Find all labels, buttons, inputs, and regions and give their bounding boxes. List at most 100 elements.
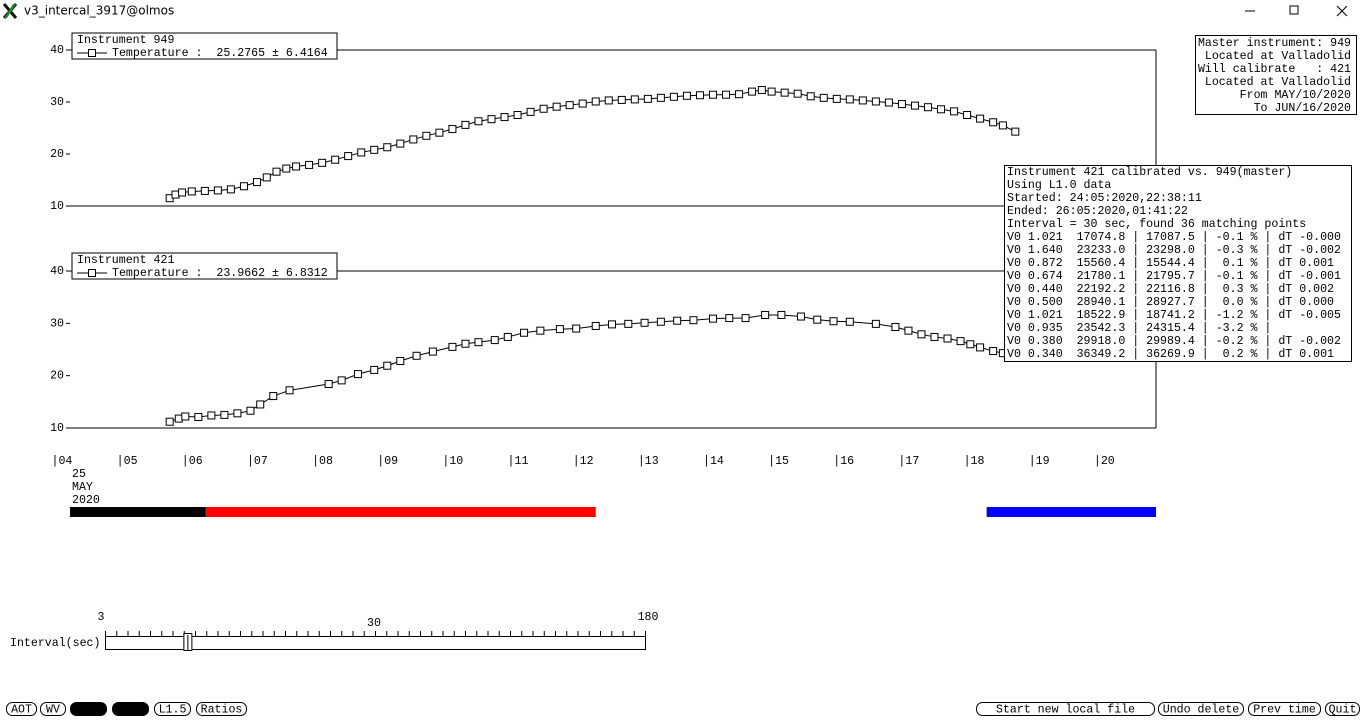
data-point [448, 342, 457, 351]
data-point [213, 186, 222, 195]
data-point [930, 332, 939, 341]
button-frame[interactable] [40, 702, 66, 716]
calibration-report: Instrument 421 calibrated vs. 949(master… [1004, 165, 1352, 362]
button-frame[interactable] [154, 702, 191, 716]
toggle-button[interactable]: Ratios [196, 702, 247, 717]
report-line: Using L1.0 data [1007, 179, 1111, 192]
report-line: V0 0.340 36349.2 | 36269.9 | 0.2 % | dT … [1007, 348, 1334, 361]
master-info-line: To JUN/16/2020 [1254, 102, 1351, 115]
data-point [461, 339, 470, 348]
data-point [819, 93, 828, 102]
button-label[interactable]: Start new local file [996, 704, 1135, 717]
x-tick-label: |12 [573, 455, 594, 468]
report-line: V0 0.872 15560.4 | 15544.4 | 0.1 % | dT … [1007, 257, 1334, 270]
button-frame[interactable] [112, 702, 149, 716]
button-frame[interactable] [6, 702, 37, 716]
x-tick-label: |14 [703, 455, 724, 468]
data-point [956, 337, 965, 346]
button-label[interactable]: Undo delete [1163, 704, 1240, 717]
action-button[interactable]: Undo delete [1158, 702, 1244, 717]
data-point [555, 325, 564, 334]
data-point [976, 343, 985, 352]
maximize-button[interactable] [1289, 5, 1299, 15]
button-frame[interactable] [1248, 702, 1321, 716]
toggle-button[interactable]: AOT [6, 702, 37, 717]
date-label: 2020 [72, 494, 100, 507]
slider-track[interactable] [105, 636, 646, 650]
y-tick-label: 10 [50, 200, 64, 213]
data-point [793, 89, 802, 98]
data-point [337, 376, 346, 385]
button-frame[interactable] [70, 702, 107, 716]
report-line: Ended: 26:05:2020,01:41:22 [1007, 205, 1188, 218]
report-line: V0 0.935 23542.3 | 24315.4 | -3.2 % | [1007, 322, 1271, 335]
data-point [474, 117, 483, 126]
data-point [858, 96, 867, 105]
button-label[interactable]: Quit [1329, 704, 1357, 717]
app-icon-accent [4, 4, 16, 18]
x-tick-label: |18 [964, 455, 985, 468]
data-point [412, 351, 421, 360]
toggle-button[interactable]: L1.0 [112, 702, 149, 717]
x-tick-label: |04 [52, 455, 73, 468]
x-tick-label: |10 [442, 455, 463, 468]
data-point [207, 411, 216, 420]
data-point [845, 95, 854, 104]
data-point [591, 97, 600, 106]
data-point [565, 101, 574, 110]
data-point [165, 417, 174, 426]
action-button[interactable]: Start new local file [976, 702, 1155, 717]
x-tick-label: |20 [1094, 455, 1115, 468]
button-frame[interactable] [1158, 702, 1244, 716]
data-point [989, 118, 998, 127]
x-tick-label: |17 [898, 455, 919, 468]
toggle-button[interactable]: L1.5 [154, 702, 191, 717]
interval-slider: Interval(sec) 3 30 180 [10, 611, 658, 651]
button-label[interactable]: L1.0 [117, 704, 145, 717]
master-info-line: Located at Valladolid [1205, 76, 1351, 89]
data-point [282, 164, 291, 173]
data-point [428, 347, 437, 356]
data-point [741, 314, 750, 323]
action-button[interactable]: Quit [1325, 702, 1360, 717]
data-point [370, 145, 379, 154]
slider-tick-label: 30 [367, 617, 381, 630]
chart-title: Instrument 949 [77, 34, 174, 47]
action-button[interactable]: Prev time [1248, 702, 1321, 717]
data-point [178, 188, 187, 197]
button-label[interactable]: Prev time [1253, 704, 1316, 717]
title-bar: v3_intercal_3917@olmos [2, 3, 1348, 19]
button-label[interactable]: Temp [75, 704, 103, 717]
button-frame[interactable] [196, 702, 247, 716]
data-point [200, 186, 209, 195]
button-label[interactable]: WV [46, 704, 60, 717]
button-label[interactable]: AOT [11, 704, 32, 717]
button-frame[interactable] [976, 702, 1155, 716]
legend-label: Temperature : 23.9662 ± 6.8312 [112, 267, 328, 280]
x-tick-label: |06 [182, 455, 203, 468]
data-point [966, 340, 975, 349]
button-label[interactable]: Ratios [201, 704, 243, 717]
y-tick-label: 30 [50, 96, 64, 109]
data-point [943, 334, 952, 343]
data-point [396, 357, 405, 366]
time-range-bar [205, 507, 596, 517]
data-point [884, 98, 893, 107]
legend-marker [88, 269, 96, 277]
toggle-button[interactable]: Temp [70, 702, 107, 717]
data-point [767, 87, 776, 96]
data-point [998, 121, 1007, 130]
data-point [383, 361, 392, 370]
data-point [923, 103, 932, 112]
data-point [233, 409, 242, 418]
data-point [780, 88, 789, 97]
data-point [1011, 127, 1020, 136]
toggle-button[interactable]: WV [40, 702, 66, 717]
close-button[interactable] [1336, 5, 1348, 17]
master-info-line: Located at Valladolid [1205, 50, 1351, 63]
data-point [285, 386, 294, 395]
data-point [305, 160, 314, 169]
button-label[interactable]: L1.5 [159, 704, 187, 717]
